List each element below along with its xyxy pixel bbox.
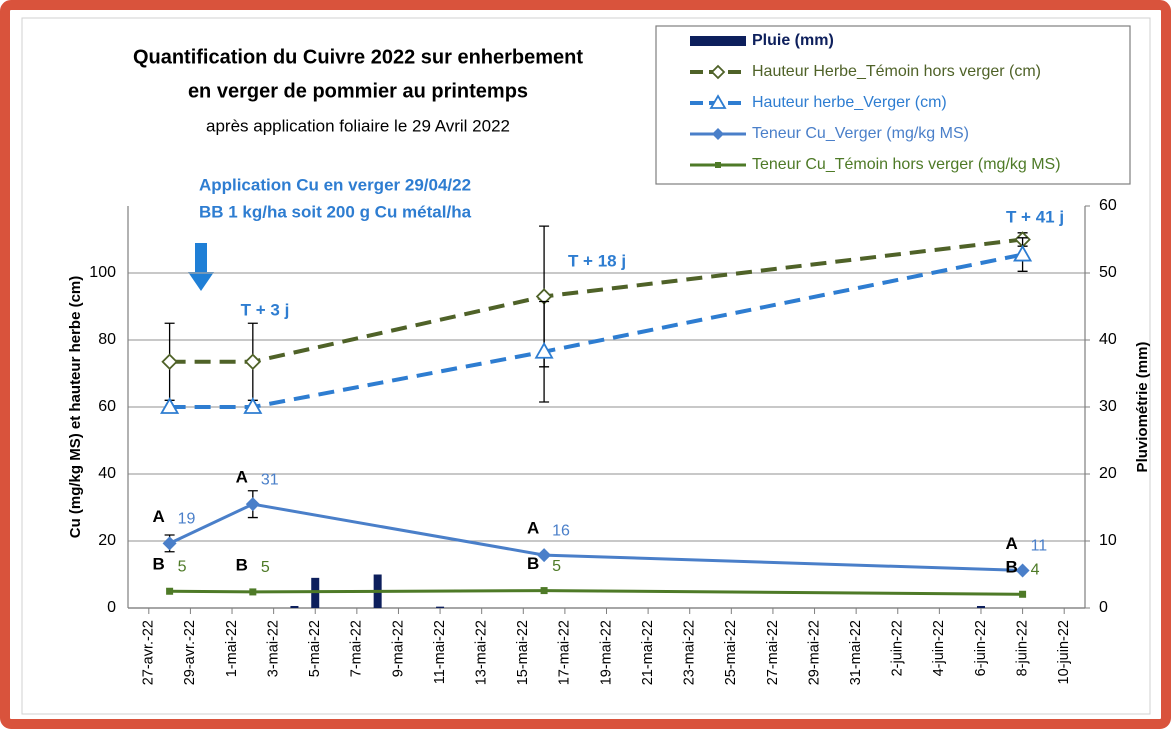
letter-label: B: [152, 555, 164, 574]
marker: [244, 353, 262, 371]
letter-label: A: [527, 519, 539, 538]
x-tick-label: 8-juin-22: [1014, 620, 1030, 676]
x-tick-label: 5-mai-22: [307, 620, 323, 677]
y-tick-label: 40: [98, 465, 116, 482]
x-tick-label: 29-mai-22: [806, 620, 822, 685]
value-label: 16: [552, 522, 570, 539]
y-axis-label: Cu (mg/kg MS) et hauteur herbe (cm): [67, 276, 84, 539]
letter-label: A: [1005, 534, 1017, 553]
marker: [1015, 563, 1030, 578]
annotation: Application Cu en verger 29/04/22: [199, 175, 471, 194]
x-tick-label: 2-juin-22: [890, 620, 906, 676]
chart-area: [21, 17, 1151, 715]
x-tick-label: 15-mai-22: [515, 620, 531, 685]
line: [169, 589, 1023, 596]
x-tick-label: 9-mai-22: [390, 620, 406, 677]
x-tick-label: 23-mai-22: [682, 620, 698, 685]
legend-label: Teneur Cu_Verger (mg/kg MS): [752, 125, 969, 142]
x-tick-label: 27-mai-22: [765, 620, 781, 685]
y2-tick-label: 20: [1099, 465, 1117, 482]
annotation: T + 18 j: [568, 251, 626, 270]
y-tick-label: 80: [98, 331, 116, 348]
legend-label: Hauteur Herbe_Témoin hors verger (cm): [752, 63, 1041, 80]
marker: [534, 341, 554, 359]
value-label: 31: [261, 471, 279, 488]
line: [169, 252, 1023, 409]
x-tick-label: 7-mai-22: [349, 620, 365, 677]
value-label: 5: [178, 558, 187, 575]
value-label: 5: [261, 559, 270, 576]
chart-title: en verger de pommier au printemps: [188, 80, 528, 102]
chart-title: Quantification du Cuivre 2022 sur enherb…: [133, 46, 583, 68]
x-tick-label: 13-mai-22: [474, 620, 490, 685]
y2-tick-label: 40: [1099, 331, 1117, 348]
y2-tick-label: 60: [1099, 197, 1117, 214]
y-tick-label: 60: [98, 398, 116, 415]
legend-swatch: [709, 94, 727, 109]
chart-subtitle: après application foliaire le 29 Avril 2…: [206, 116, 510, 135]
x-tick-label: 1-mai-22: [224, 620, 240, 677]
marker: [537, 548, 552, 563]
y-tick-label: 0: [107, 599, 116, 616]
marker: [249, 588, 257, 596]
legend-swatch: [712, 128, 724, 140]
x-tick-label: 21-mai-22: [640, 620, 656, 685]
x-tick-label: 17-mai-22: [557, 620, 573, 685]
marker: [1013, 244, 1033, 262]
y2-axis-label: Pluviométrie (mm): [1134, 342, 1151, 473]
legend-label: Teneur Cu_Témoin hors verger (mg/kg MS): [752, 156, 1061, 173]
legend-swatch: [715, 162, 721, 168]
marker: [162, 536, 177, 551]
y2-tick-label: 10: [1099, 532, 1117, 549]
letter-label: A: [236, 468, 248, 487]
value-label: 4: [1031, 561, 1040, 578]
x-tick-label: 10-juin-22: [1056, 620, 1072, 685]
y2-tick-label: 0: [1099, 599, 1108, 616]
legend-swatch: [690, 36, 746, 46]
x-tick-label: 29-avr.-22: [182, 620, 198, 685]
y-tick-label: 20: [98, 532, 116, 549]
x-tick-label: 31-mai-22: [848, 620, 864, 685]
arrow: [188, 243, 214, 291]
letter-label: A: [152, 507, 164, 526]
marker: [243, 397, 263, 414]
marker: [540, 587, 548, 595]
x-tick-label: 3-mai-22: [265, 620, 281, 677]
line: [168, 502, 1023, 572]
bar: [436, 606, 445, 608]
x-tick-label: 25-mai-22: [723, 620, 739, 685]
letter-label: B: [236, 555, 248, 574]
x-tick-label: 6-juin-22: [973, 620, 989, 676]
annotation: T + 3 j: [241, 300, 290, 319]
x-tick-label: 11-mai-22: [432, 620, 448, 684]
value-label: 11: [1031, 538, 1048, 555]
x-tick-label: 4-juin-22: [931, 620, 947, 676]
bar: [976, 605, 985, 608]
annotation: BB 1 kg/ha soit 200 g Cu métal/ha: [199, 202, 472, 221]
value-label: 19: [178, 511, 196, 528]
marker: [1019, 590, 1027, 598]
legend-label: Hauteur herbe_Verger (cm): [752, 94, 947, 111]
y2-tick-label: 50: [1099, 264, 1117, 281]
bar: [290, 605, 299, 608]
line: [169, 237, 1023, 364]
marker: [161, 353, 178, 371]
letter-label: B: [527, 554, 539, 573]
marker: [166, 587, 174, 595]
x-tick-label: 27-avr.-22: [141, 620, 157, 685]
annotation: T + 41 j: [1006, 207, 1064, 226]
y2-tick-label: 30: [1099, 398, 1117, 415]
marker: [245, 497, 260, 512]
x-tick-label: 19-mai-22: [598, 620, 614, 685]
y-tick-label: 100: [89, 264, 116, 281]
value-label: 5: [552, 558, 561, 575]
legend-label: Pluie (mm): [752, 32, 834, 49]
legend-swatch: [710, 64, 726, 80]
letter-label: B: [1005, 558, 1017, 577]
marker: [160, 397, 180, 414]
